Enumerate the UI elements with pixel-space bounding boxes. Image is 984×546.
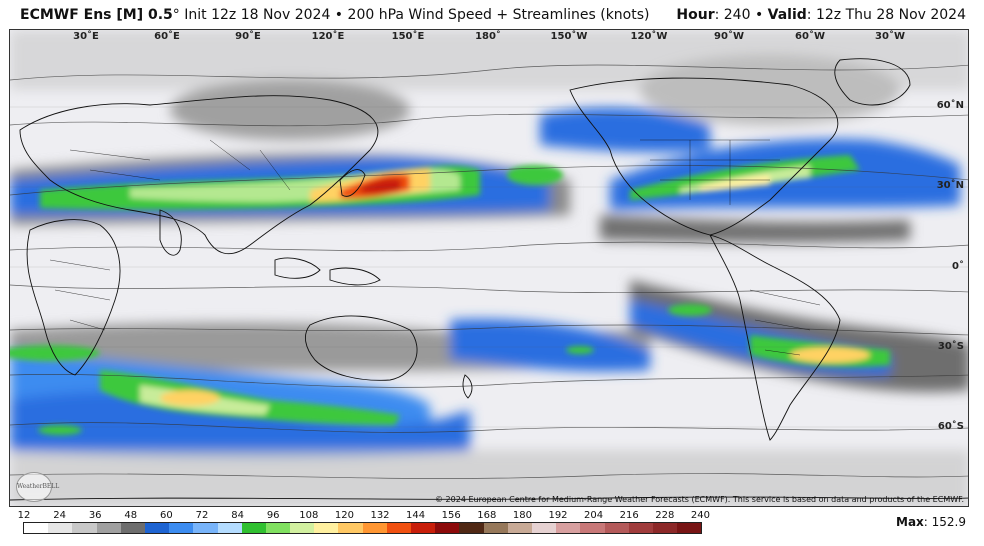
streamlines bbox=[10, 64, 968, 479]
lon-label: 180˚ bbox=[475, 31, 501, 42]
colorbar-tick-label: 228 bbox=[655, 510, 675, 521]
lat-label: 30˚N bbox=[936, 180, 964, 191]
colorbar-cell bbox=[290, 523, 315, 533]
colorbar-tick-label: 108 bbox=[299, 510, 319, 521]
colorbar-cell bbox=[628, 523, 653, 533]
political-borders bbox=[49, 139, 821, 356]
colorbar-cell bbox=[48, 523, 73, 533]
colorbar-tick-label: 240 bbox=[690, 510, 710, 521]
colorbar-tick-label: 204 bbox=[584, 510, 604, 521]
weatherbell-logo: WeatherBELL bbox=[16, 472, 60, 502]
colorbar-tick-label: 84 bbox=[231, 510, 244, 521]
colorbar-cell bbox=[144, 523, 170, 533]
colorbar-tick-label: 48 bbox=[124, 510, 138, 521]
colorbar-cell bbox=[362, 523, 387, 533]
colorbar-tick-label: 144 bbox=[406, 510, 426, 521]
lon-label: 120˚W bbox=[630, 31, 668, 42]
wind-map: 30˚E 60˚E 90˚E 120˚E 150˚E 180˚ 150˚W 12… bbox=[9, 29, 969, 507]
colorbar-cell bbox=[96, 523, 121, 533]
product-name: 200 hPa Wind Speed + Streamlines (knots) bbox=[347, 7, 650, 23]
lon-label: 60˚E bbox=[154, 31, 180, 42]
colorbar-cell bbox=[338, 523, 363, 533]
copyright-notice: © 2024 European Centre for Medium-Range … bbox=[435, 495, 964, 504]
colorbar-tick-label: 96 bbox=[266, 510, 280, 521]
colorbar-tick-label: 12 bbox=[17, 510, 31, 521]
colorbar-cell bbox=[314, 523, 339, 533]
colorbar-cell bbox=[265, 523, 291, 533]
hour-label: Hour bbox=[676, 7, 715, 23]
colorbar-tick-label: 156 bbox=[441, 510, 461, 521]
colorbar-cell bbox=[483, 523, 508, 533]
colorbar-cell bbox=[435, 523, 460, 533]
lat-label: 60˚S bbox=[937, 421, 964, 432]
colorbar-cell bbox=[24, 523, 49, 533]
graticule bbox=[10, 106, 968, 428]
coastlines bbox=[10, 58, 968, 501]
colorbar-tick-label: 72 bbox=[195, 510, 209, 521]
colorbar bbox=[23, 522, 703, 534]
colorbar-cell bbox=[72, 523, 97, 533]
colorbar-tick-label: 216 bbox=[619, 510, 639, 521]
logo-text: WeatherBELL bbox=[17, 483, 60, 490]
lon-label: 30˚W bbox=[875, 31, 905, 42]
lat-label: 30˚S bbox=[937, 341, 964, 352]
colorbar-cell bbox=[677, 523, 702, 533]
colorbar-cell bbox=[120, 523, 145, 533]
colorbar-cell bbox=[531, 523, 557, 533]
colorbar-cell bbox=[217, 523, 242, 533]
hour-value: : 240 • bbox=[714, 7, 768, 23]
degree-symbol: ° bbox=[172, 7, 180, 23]
colorbar-cell bbox=[169, 523, 194, 533]
chart-title: ECMWF Ens [M] 0.5° Init 12z 18 Nov 2024 … bbox=[20, 7, 650, 23]
lat-label: 0˚ bbox=[952, 261, 964, 272]
lon-label: 60˚W bbox=[795, 31, 825, 42]
lon-label: 150˚W bbox=[550, 31, 588, 42]
header: ECMWF Ens [M] 0.5° Init 12z 18 Nov 2024 … bbox=[0, 0, 984, 30]
lon-label: 120˚E bbox=[311, 31, 345, 42]
colorbar-tick-label: 132 bbox=[370, 510, 390, 521]
title-bullet: • bbox=[330, 7, 348, 23]
colorbar-cell bbox=[193, 523, 218, 533]
colorbar-tick-label: 36 bbox=[88, 510, 102, 521]
lon-label: 150˚E bbox=[391, 31, 425, 42]
init-time: Init 12z 18 Nov 2024 bbox=[179, 7, 331, 23]
colorbar-cell bbox=[507, 523, 532, 533]
model-name: ECMWF Ens [M] 0.5 bbox=[20, 7, 173, 23]
colorbar-cell bbox=[386, 523, 411, 533]
colorbar-tick-label: 60 bbox=[160, 510, 173, 521]
lat-label: 60˚N bbox=[936, 100, 964, 111]
lon-label: 30˚E bbox=[73, 31, 99, 42]
lon-label: 90˚W bbox=[714, 31, 744, 42]
jet-core-shading bbox=[10, 155, 890, 435]
colorbar-tick-label: 120 bbox=[334, 510, 354, 521]
colorbar-tick-label: 168 bbox=[477, 510, 497, 521]
colorbar-tick-label: 180 bbox=[512, 510, 532, 521]
valid-time: Hour: 240 • Valid: 12z Thu 28 Nov 2024 bbox=[676, 7, 966, 23]
colorbar-cell bbox=[604, 523, 629, 533]
colorbar-cell bbox=[241, 523, 266, 533]
colorbar-tick-label: 24 bbox=[53, 510, 66, 521]
lon-label: 90˚E bbox=[235, 31, 261, 42]
colorbar-cell bbox=[411, 523, 436, 533]
valid-value: : 12z Thu 28 Nov 2024 bbox=[806, 7, 966, 23]
max-label: Max bbox=[896, 515, 924, 529]
map-canvas bbox=[10, 30, 968, 506]
colorbar-cell bbox=[459, 523, 484, 533]
colorbar-tick-label: 192 bbox=[548, 510, 568, 521]
max-number: : 152.9 bbox=[923, 515, 966, 529]
colorbar-cell bbox=[580, 523, 605, 533]
colorbar-cell bbox=[556, 523, 581, 533]
max-value: Max: 152.9 bbox=[896, 515, 966, 529]
colorbar-cell bbox=[652, 523, 678, 533]
valid-label: Valid bbox=[767, 7, 807, 23]
